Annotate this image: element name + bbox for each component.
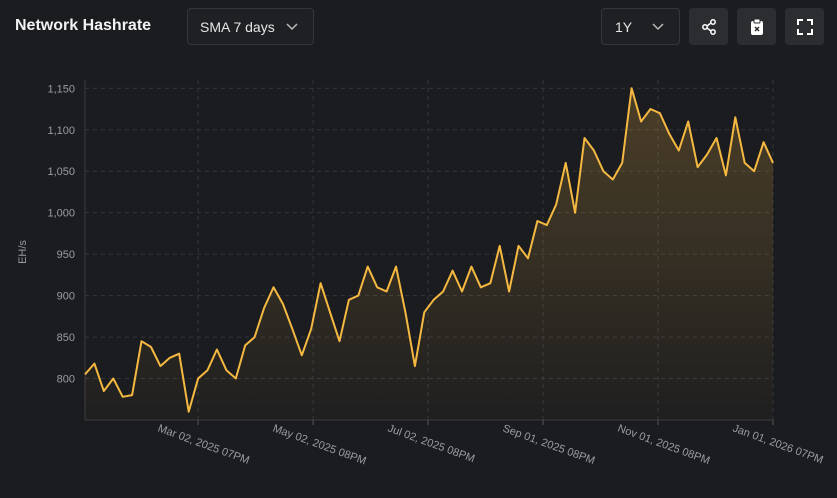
- sma-label: SMA 7 days: [200, 18, 275, 35]
- fullscreen-icon: [796, 18, 813, 35]
- area: [85, 88, 773, 421]
- share-button[interactable]: [689, 8, 728, 45]
- y-tick-label: 900: [57, 291, 75, 303]
- y-tick-label: 1,000: [47, 208, 75, 220]
- page-title: Network Hashrate: [15, 17, 152, 34]
- line: [84, 87, 774, 413]
- range-dropdown[interactable]: 1Y: [601, 8, 680, 45]
- fullscreen-button[interactable]: [785, 8, 824, 45]
- x-tick-label: Sep 01, 2025 08PM: [501, 423, 596, 468]
- sma-dropdown[interactable]: SMA 7 days: [187, 8, 314, 45]
- chevron: [652, 22, 664, 30]
- y-tick-label: 1,100: [47, 125, 75, 137]
- chevron: [286, 22, 298, 30]
- y-axis-label: EH/s: [17, 240, 29, 264]
- y-tick-label: 800: [57, 374, 75, 386]
- share-icon: [701, 18, 716, 35]
- x-tick-label: Jul 02, 2025 08PM: [386, 423, 476, 466]
- y-tick-label: 1,150: [47, 83, 75, 95]
- clipboard-icon: [750, 18, 763, 35]
- y-tick-label: 950: [57, 249, 75, 261]
- screenshot-button[interactable]: [737, 8, 776, 45]
- x-tick-label: Nov 01, 2025 08PM: [616, 423, 711, 468]
- y-tick-label: 850: [57, 332, 75, 344]
- x-tick-label: Jan 01, 2026 07PM: [731, 423, 825, 467]
- x-tick-label: May 02, 2025 08PM: [271, 423, 368, 468]
- y-tick-label: 1,050: [47, 166, 75, 178]
- x-tick-label: Mar 02, 2025 07PM: [156, 423, 251, 467]
- range-label: 1Y: [615, 18, 633, 35]
